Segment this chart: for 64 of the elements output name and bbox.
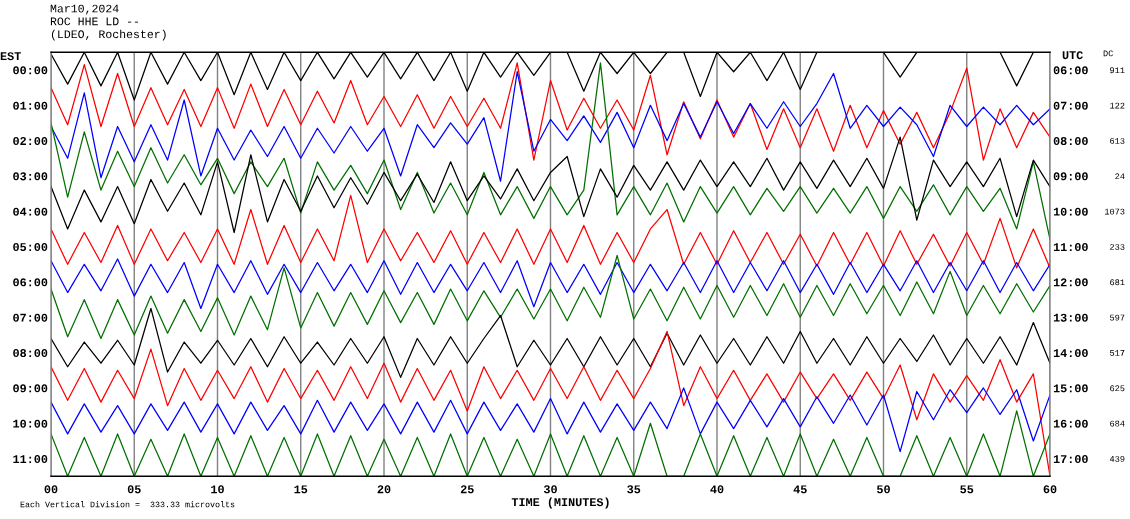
line-series — [51, 410, 1050, 477]
y2-tick-label: 14:00 — [1053, 349, 1088, 358]
text: Each Vertical Division = 333.33 microvolts — [20, 501, 235, 508]
line-series — [51, 71, 1050, 182]
y-tick-label: 03:00 — [13, 172, 48, 181]
y-tick-label: 09:00 — [13, 384, 48, 393]
x-tick-label: 20 — [377, 485, 391, 494]
category-label: 597 — [1110, 314, 1125, 321]
y3-axis-title: DC — [1103, 50, 1113, 57]
y-tick-label: 10:00 — [13, 419, 48, 428]
x-tick-label: 25 — [460, 485, 474, 494]
y2-tick-label: 16:00 — [1053, 419, 1088, 428]
y2-tick-label: 10:00 — [1053, 207, 1088, 216]
chart-title: Mar10,2024 ROC HHE LD -- (LDEO, Rochester) — [50, 4, 166, 41]
y-tick-label: 11:00 — [13, 455, 48, 464]
y-tick-label: 08:00 — [13, 349, 48, 358]
x-tick-label: 55 — [960, 485, 974, 494]
x-tick-label: 45 — [793, 485, 807, 494]
y2-tick-label: 08:00 — [1053, 137, 1088, 146]
x-tick-label: 00 — [44, 485, 58, 494]
y2-axis-title: UTC — [1062, 51, 1083, 60]
category-label: 233 — [1110, 243, 1125, 250]
y-tick-label: 02:00 — [13, 137, 48, 146]
y-tick-label: 05:00 — [13, 243, 48, 252]
x-tick-label: 15 — [294, 485, 308, 494]
y-axis-title: EST — [0, 52, 21, 61]
y2-tick-label: 11:00 — [1053, 243, 1088, 252]
y2-tick-label: 15:00 — [1053, 384, 1088, 393]
line-series — [51, 307, 1050, 378]
y2-tick-label: 13:00 — [1053, 313, 1088, 322]
y2-tick-label: 06:00 — [1053, 66, 1088, 75]
y2-tick-label: 07:00 — [1053, 101, 1088, 110]
y-tick-label: 04:00 — [13, 207, 48, 216]
category-label: 122 — [1110, 102, 1125, 109]
x-tick-label: 35 — [627, 485, 641, 494]
x-tick-label: 30 — [543, 485, 557, 494]
x-axis-title: TIME (MINUTES) — [511, 497, 609, 509]
y2-tick-label: 12:00 — [1053, 278, 1088, 287]
y-tick-label: 00:00 — [13, 66, 48, 75]
line-series — [51, 62, 1050, 161]
category-label: 625 — [1110, 385, 1125, 392]
category-label: 613 — [1110, 137, 1125, 144]
line-series — [51, 387, 1050, 453]
category-label: 1073 — [1104, 208, 1125, 215]
x-tick-label: 60 — [1043, 485, 1057, 494]
y-tick-label: 06:00 — [13, 278, 48, 287]
category-label: 911 — [1110, 67, 1125, 74]
category-label: 517 — [1110, 350, 1125, 356]
category-label: 684 — [1110, 420, 1125, 427]
y2-tick-label: 17:00 — [1053, 455, 1088, 464]
line-series — [51, 258, 1050, 310]
y-tick-label: 01:00 — [13, 101, 48, 110]
x-tick-label: 50 — [877, 485, 890, 494]
y-tick-label: 07:00 — [13, 313, 48, 322]
x-tick-label: 40 — [710, 485, 724, 494]
category-label: 681 — [1110, 279, 1125, 286]
line-series — [51, 194, 1050, 269]
category-label: 439 — [1109, 455, 1125, 462]
x-tick-label: 05 — [127, 485, 141, 494]
category-label: 24 — [1115, 173, 1125, 180]
y2-tick-label: 09:00 — [1053, 172, 1088, 181]
x-tick-label: 10 — [211, 485, 224, 494]
line-series — [51, 136, 1050, 234]
line-series — [51, 254, 1050, 340]
